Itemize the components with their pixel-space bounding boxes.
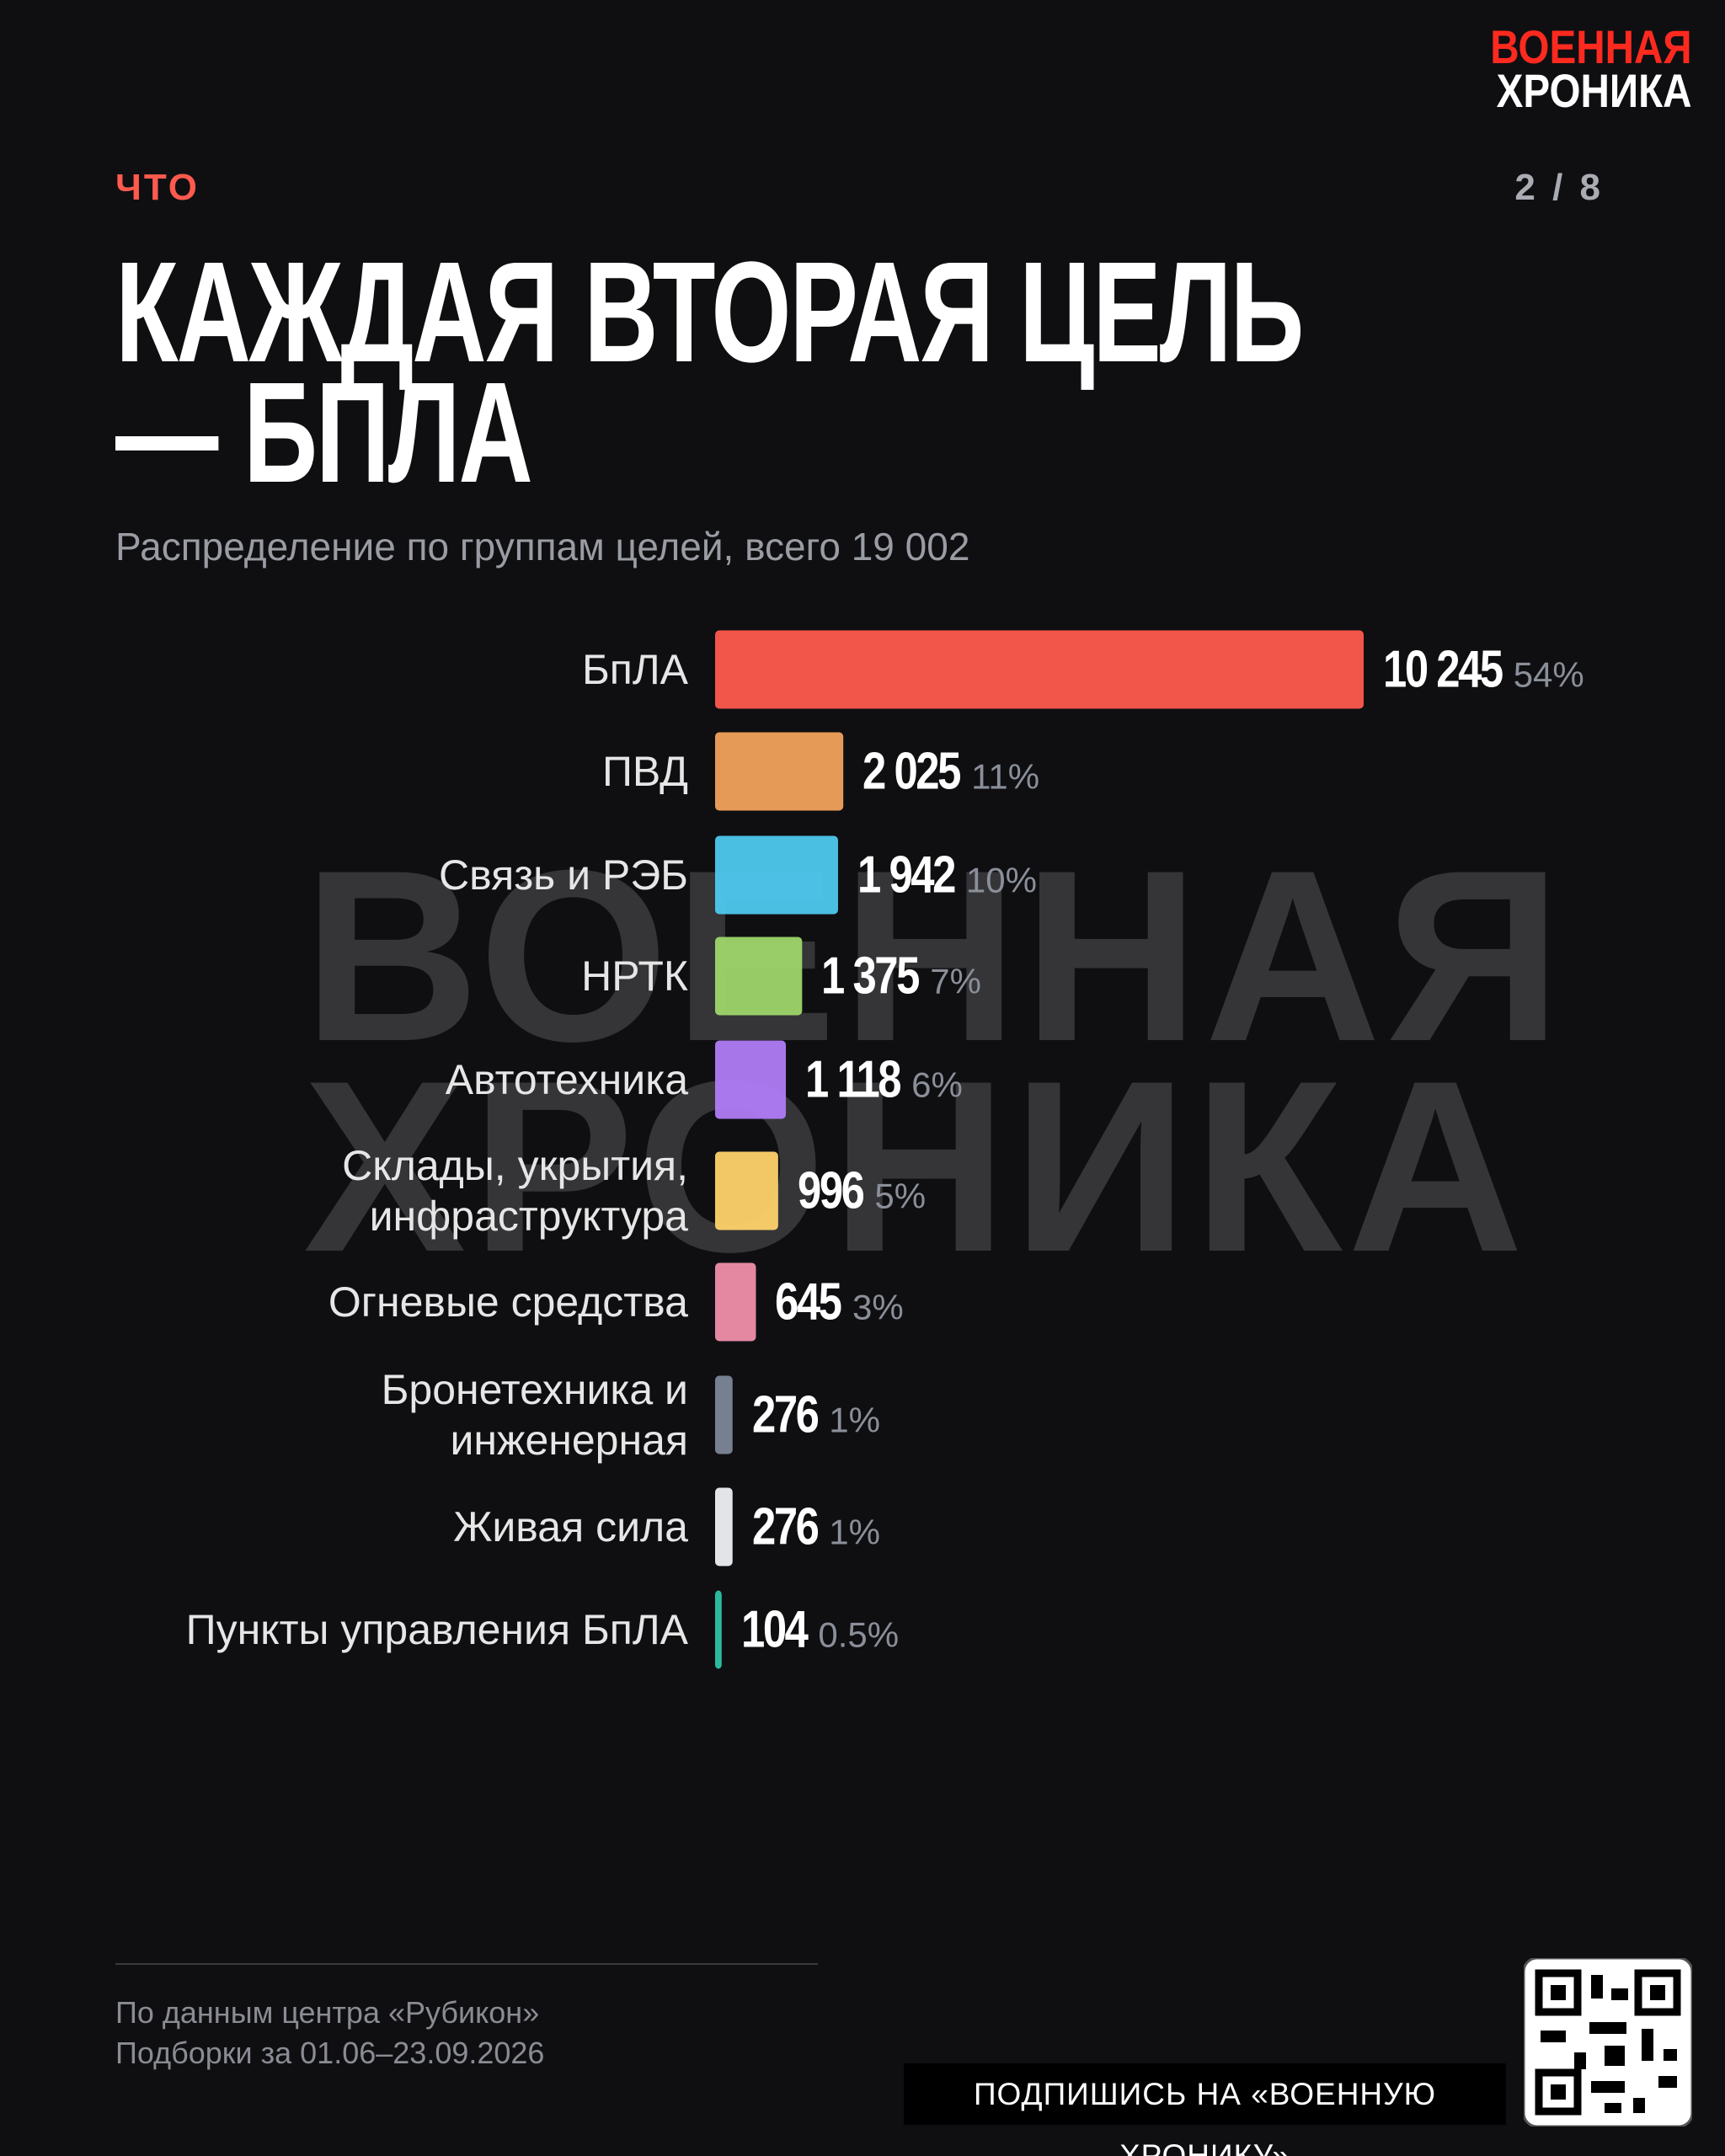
qr-code[interactable] — [1524, 1958, 1692, 2127]
value-label: 10 245 — [1383, 640, 1503, 699]
bar — [715, 1151, 778, 1230]
logo-line: ХРОНИКА — [1497, 64, 1692, 117]
category-label: НРТК — [581, 953, 688, 1000]
value-group: 104 0.5% — [741, 1600, 899, 1660]
value-group: 645 3% — [775, 1273, 903, 1332]
page-counter: 2 / 8 — [1514, 167, 1604, 208]
value-label: 2 025 — [862, 742, 961, 801]
bar — [715, 1590, 722, 1669]
footer-notes: По данным центра «Рубикон» Подборки за 0… — [115, 1993, 544, 2073]
share-label: 54% — [1513, 654, 1584, 695]
share-label: 3% — [852, 1287, 904, 1327]
period-note: Подборки за 01.06–23.09.2026 — [115, 2036, 545, 2070]
chart-subtitle: Распределение по группам целей, всего 19… — [115, 525, 970, 568]
value-label: 996 — [797, 1161, 865, 1220]
category-label: БпЛА — [581, 646, 688, 693]
value-group: 1 375 7% — [821, 947, 981, 1006]
share-label: 1% — [829, 1400, 880, 1440]
logo: ВОЕННАЯ ХРОНИКА — [1490, 20, 1692, 117]
watermark-line: ХРОНИКА — [303, 1030, 1529, 1303]
logo-line: ВОЕННАЯ — [1490, 20, 1692, 73]
bar — [715, 630, 1364, 709]
bar — [715, 1375, 733, 1454]
category-label: Склады, укрытия, инфраструктура — [342, 1142, 688, 1240]
value-group: 1 942 10% — [857, 846, 1037, 905]
section-label: ЧТО — [115, 167, 200, 208]
share-label: 6% — [911, 1065, 963, 1105]
bar — [715, 1262, 756, 1342]
watermark: ВОЕННАЯ ХРОНИКА — [303, 819, 1567, 1303]
value-label: 1 375 — [821, 947, 920, 1006]
share-label: 7% — [930, 961, 981, 1001]
value-group: 10 245 54% — [1383, 640, 1584, 700]
category-label: Огневые средства — [328, 1278, 688, 1326]
value-group: 996 5% — [798, 1161, 926, 1221]
chart-title: КАЖДАЯ ВТОРАЯ ЦЕЛЬ — БПЛА — [115, 232, 1304, 513]
value-label: 1 118 — [805, 1050, 902, 1109]
share-label: 0.5% — [818, 1614, 900, 1655]
share-label: 1% — [829, 1512, 880, 1552]
bar — [715, 937, 803, 1016]
value-label: 276 — [751, 1497, 820, 1556]
value-group: 276 1% — [752, 1385, 880, 1445]
subscribe-banner[interactable]: ПОДПИШИСЬ НА «ВОЕННУЮ ХРОНИКУ» — [904, 2063, 1506, 2156]
category-label: Автотехника — [445, 1056, 688, 1103]
bar — [715, 1487, 733, 1566]
share-label: 5% — [874, 1176, 927, 1216]
category-label: Живая сила — [453, 1503, 688, 1550]
watermark-line: ВОЕННАЯ — [303, 819, 1567, 1092]
bar — [715, 835, 838, 915]
category-label: Связь и РЭБ — [439, 851, 688, 899]
source-note: По данным центра «Рубикон» — [115, 1995, 540, 2030]
bar — [715, 1040, 787, 1119]
share-label: 11% — [971, 756, 1040, 797]
category-label: Бронетехника и инженерная — [381, 1366, 688, 1464]
share-label: 10% — [965, 860, 1037, 900]
value-group: 1 118 6% — [805, 1050, 963, 1110]
value-group: 2 025 11% — [862, 742, 1039, 802]
value-label: 104 — [740, 1600, 809, 1659]
category-label: Пункты управления БпЛА — [185, 1606, 688, 1653]
bar — [715, 732, 844, 811]
value-label: 1 942 — [857, 846, 956, 905]
category-label: ПВД — [601, 748, 688, 795]
value-label: 645 — [775, 1273, 842, 1331]
footer-divider — [115, 1963, 818, 1965]
value-group: 276 1% — [752, 1497, 880, 1557]
value-label: 276 — [751, 1385, 820, 1444]
